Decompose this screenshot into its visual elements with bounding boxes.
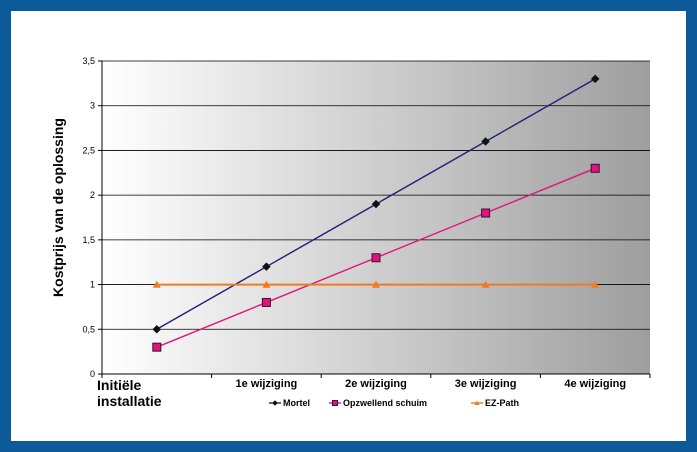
series-opzwellend-schuim xyxy=(152,163,600,352)
data-point xyxy=(591,280,600,288)
y-tick-label: 0 xyxy=(90,369,95,379)
legend: Mortel Opzwellend schuim EZ-Path xyxy=(269,398,519,408)
legend-item: Opzwellend schuim xyxy=(329,398,427,408)
data-point xyxy=(481,280,490,288)
plot-area xyxy=(102,61,650,374)
legend-label: Mortel xyxy=(283,398,310,408)
data-point xyxy=(152,324,162,334)
data-point xyxy=(372,280,380,288)
data-point xyxy=(590,74,600,84)
data-point xyxy=(481,137,490,146)
data-point xyxy=(261,297,271,307)
legend-marker xyxy=(272,400,278,406)
series-mortel xyxy=(152,74,600,334)
x-tick-label: Initiële installatie xyxy=(97,377,162,409)
chart-panel: 0 0,5 1 1,5 2 2,5 3 3,5 Initiële installatie 1e wi… xyxy=(11,11,686,441)
legend-label: Opzwellend schuim xyxy=(343,398,427,408)
axes: 0 0,5 1 1,5 2 2,5 3 3,5 Initiële installatie 1e wi… xyxy=(82,56,651,409)
data-point xyxy=(371,253,381,263)
y-tick-label: 2,5 xyxy=(82,145,95,155)
y-axis-label: Kostprijs van de oplossing xyxy=(50,118,66,297)
x-tick-label: 1e wijziging xyxy=(236,378,298,390)
y-tick-label: 2 xyxy=(90,190,95,200)
series-ez-path xyxy=(152,280,600,288)
data-point xyxy=(152,280,161,288)
data-point xyxy=(371,199,381,209)
legend-item: EZ-Path xyxy=(471,398,519,408)
data-point xyxy=(590,163,600,173)
y-tick-label: 3,5 xyxy=(82,56,95,66)
y-tick-label: 1,5 xyxy=(82,235,95,245)
y-tick-label: 1 xyxy=(90,280,95,290)
legend-label: EZ-Path xyxy=(485,398,519,408)
line-chart: 0 0,5 1 1,5 2 2,5 3 3,5 Initiële installatie 1e wi… xyxy=(50,56,651,409)
data-point xyxy=(262,262,271,272)
x-tick-label: 4e wijziging xyxy=(564,378,626,390)
data-point xyxy=(262,280,271,288)
x-tick-label: 2e wijziging xyxy=(345,378,407,390)
legend-marker xyxy=(332,400,338,406)
x-tick-label: 3e wijziging xyxy=(455,378,517,390)
legend-item: Mortel xyxy=(269,398,310,408)
legend-marker xyxy=(474,400,480,405)
series-group xyxy=(152,74,600,352)
y-tick-label: 3 xyxy=(90,101,95,111)
data-point xyxy=(481,208,491,218)
y-tick-label: 0,5 xyxy=(82,324,95,334)
data-point xyxy=(152,342,162,352)
